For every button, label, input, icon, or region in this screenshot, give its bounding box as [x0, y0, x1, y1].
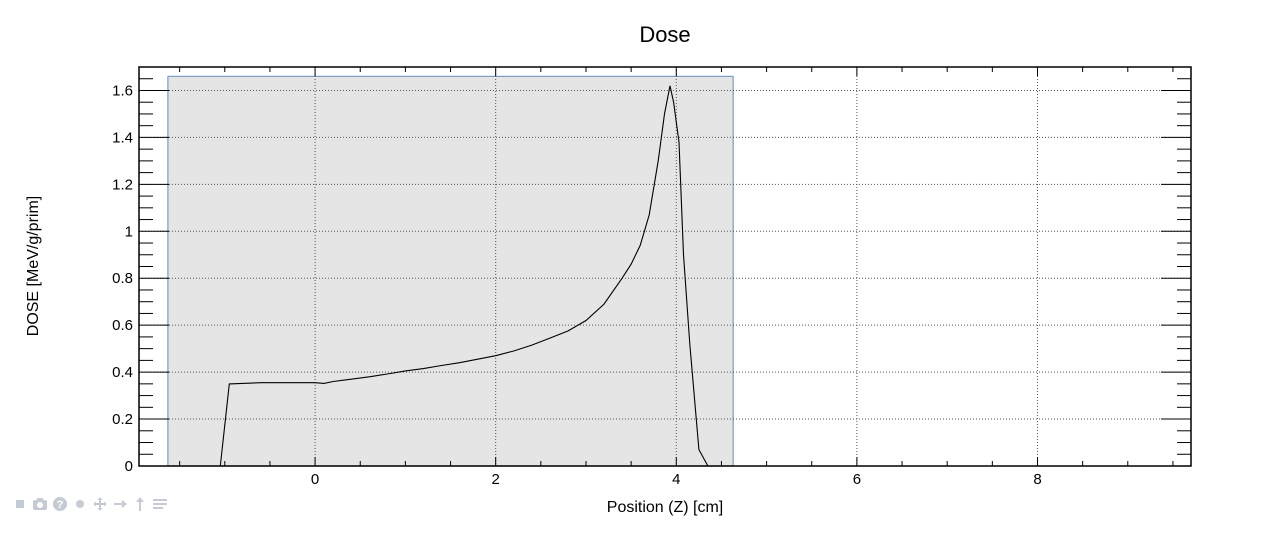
- y-tick-label: 0.2: [112, 411, 133, 428]
- camera-icon[interactable]: [32, 496, 48, 512]
- dot-icon[interactable]: [72, 496, 88, 512]
- y-tick-label: 0.8: [112, 270, 133, 287]
- arrow-right-icon[interactable]: [112, 496, 128, 512]
- x-tick-label: 4: [672, 471, 680, 488]
- x-tick-label: 2: [492, 471, 500, 488]
- x-tick-label: 8: [1033, 471, 1041, 488]
- menu-icon[interactable]: [152, 496, 168, 512]
- y-tick-label: 0: [125, 458, 133, 475]
- y-tick-label: 1.2: [112, 176, 133, 193]
- plot-frame: [138, 66, 1192, 467]
- stop-icon[interactable]: [12, 496, 28, 512]
- x-tick-labels: 0 2 4 6 8: [311, 471, 1042, 488]
- tick-marks: [139, 67, 1191, 467]
- y-tick-label: 1: [125, 223, 133, 240]
- y-tick-labels: 0 0.2 0.4 0.6 0.8 1 1.2 1.4 1.6: [112, 82, 133, 475]
- shaded-region: [167, 75, 734, 467]
- y-tick-label: 1.6: [112, 82, 133, 99]
- chart-toolbar: ?: [12, 496, 168, 512]
- y-axis-label: DOSE [MeV/g/prim]: [25, 196, 42, 336]
- help-icon[interactable]: ?: [52, 496, 68, 512]
- y-tick-label: 1.4: [112, 129, 133, 146]
- move-icon[interactable]: [92, 496, 108, 512]
- x-tick-label: 6: [853, 471, 861, 488]
- svg-text:?: ?: [57, 499, 64, 511]
- x-tick-label: 0: [311, 471, 319, 488]
- y-tick-label: 0.4: [112, 364, 133, 381]
- y-tick-label: 0.6: [112, 317, 133, 334]
- dose-line: [219, 85, 709, 467]
- x-axis-label: Position (Z) [cm]: [607, 499, 723, 516]
- arrow-up-icon[interactable]: [132, 496, 148, 512]
- grid: [139, 67, 1191, 466]
- chart-title: Dose: [639, 22, 690, 47]
